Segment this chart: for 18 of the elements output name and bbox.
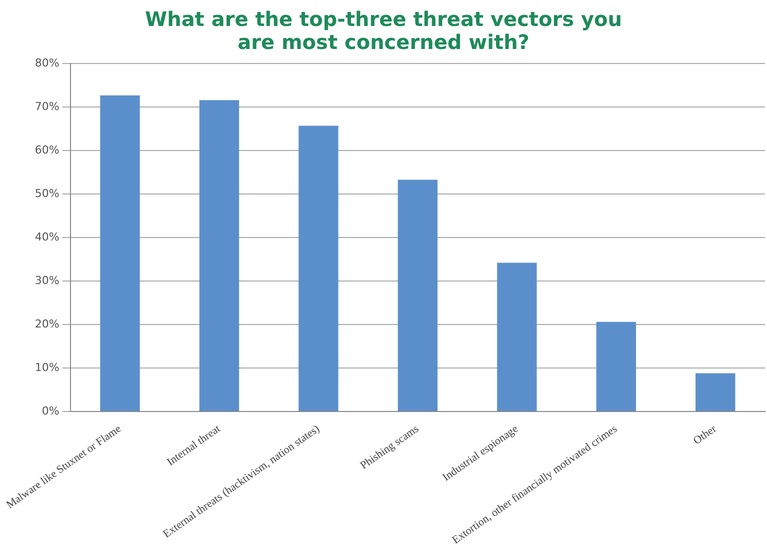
bar	[696, 373, 736, 411]
y-tick-label: 30%	[34, 274, 60, 287]
chart-title: What are the top-three threat vectors you are most concerned with?	[144, 7, 623, 54]
y-tick-label: 20%	[34, 317, 60, 330]
bar	[199, 100, 240, 411]
y-tick-label: 10%	[34, 360, 60, 374]
y-tick-label: 70%	[34, 100, 60, 113]
y-tick-label: 0%	[42, 404, 60, 418]
bar	[100, 95, 140, 411]
y-tick-label: 60%	[34, 143, 60, 156]
bar	[398, 180, 438, 411]
y-tick-label: 50%	[34, 186, 60, 200]
bar	[596, 322, 636, 411]
bar	[497, 262, 537, 411]
bar	[298, 126, 338, 411]
x-tick-label: Other	[691, 422, 720, 448]
y-tick-label: 40%	[34, 230, 60, 244]
y-tick-label: 80%	[34, 56, 60, 70]
